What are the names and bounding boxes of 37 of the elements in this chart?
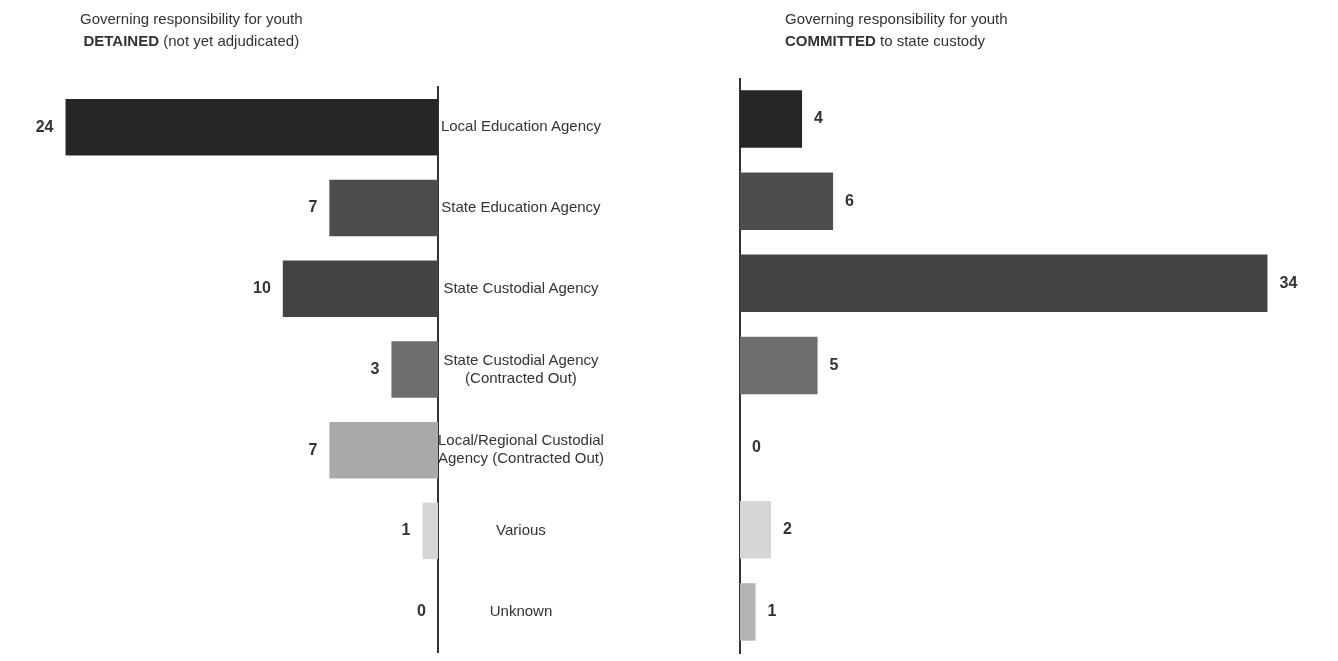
- data-label: 1: [401, 521, 411, 539]
- data-label: 4: [814, 109, 824, 127]
- y-tick-label: State Education Agency: [441, 198, 602, 216]
- y-tick-label: Local/Regional Custodial Agency (Contracted Out): [438, 431, 604, 467]
- data-label: 6: [845, 191, 855, 209]
- y-tick-label: Local Education Agency: [440, 117, 602, 135]
- data-label: 34: [1279, 273, 1298, 291]
- bar: [329, 179, 438, 237]
- bar: [740, 254, 1268, 313]
- data-label: 2: [783, 520, 793, 538]
- chart-title: Governing responsibility for youth: [785, 9, 1008, 29]
- data-label: 10: [253, 279, 271, 297]
- data-label: 0: [417, 602, 427, 620]
- y-tick-label: State Custodial Agency (Contracted Out): [443, 350, 600, 386]
- y-tick-label: Various: [496, 521, 546, 539]
- data-label: 0: [752, 438, 761, 456]
- chart-subtitle: DETAINED (not yet adjudicated): [82, 31, 301, 51]
- bar: [740, 336, 818, 395]
- data-label: 3: [370, 359, 380, 377]
- data-label: 7: [308, 440, 318, 458]
- bar: [391, 341, 438, 398]
- chart-subtitle: COMMITTED to state custody: [785, 31, 987, 51]
- bar: [65, 99, 438, 156]
- bar: [740, 90, 803, 148]
- data-label: 1: [767, 602, 777, 620]
- bar: [282, 260, 438, 318]
- data-label: 7: [308, 198, 318, 216]
- data-label: 5: [829, 355, 839, 373]
- bar: [329, 421, 438, 479]
- bar: [422, 502, 438, 560]
- bar: [740, 583, 756, 641]
- bar: [740, 501, 772, 559]
- bar: [740, 172, 834, 230]
- data-label: 24: [35, 117, 54, 135]
- y-tick-label: State Custodial Agency: [443, 278, 600, 296]
- chart-title: Governing responsibility for youth: [80, 9, 303, 29]
- y-tick-label: Unknown: [489, 601, 553, 619]
